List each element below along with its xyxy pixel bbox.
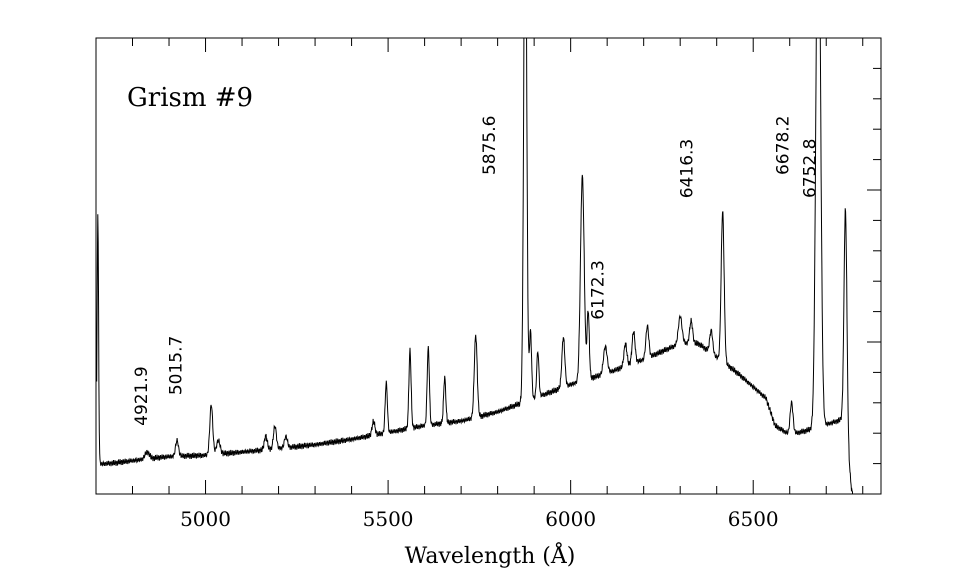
x-tick-label: 5000 (180, 507, 231, 531)
line-label: 4921.9 (132, 366, 152, 425)
axis-ticks (95, 38, 881, 494)
x-tick-label: 5500 (363, 507, 414, 531)
line-label: 6416.3 (678, 139, 698, 198)
x-tick-label: 6500 (728, 507, 779, 531)
line-labels: 4921.9 5015.7 5875.6 6172.3 6416.3 6678.2 6752… (132, 116, 820, 426)
x-axis-label: Wavelength (Å) (405, 541, 576, 569)
spectrum-line (96, 38, 853, 494)
x-tick-label: 6000 (545, 507, 596, 531)
plot-frame (95, 37, 882, 495)
line-label: 5015.7 (166, 336, 186, 395)
x-tick-labels: 5000 5500 6000 6500 (180, 507, 779, 531)
grism-annotation: Grism #9 (127, 83, 253, 113)
line-label: 6752.8 (801, 139, 821, 198)
line-label: 5875.6 (480, 116, 500, 175)
line-label: 6172.3 (589, 260, 609, 319)
line-label: 6678.2 (773, 116, 793, 175)
